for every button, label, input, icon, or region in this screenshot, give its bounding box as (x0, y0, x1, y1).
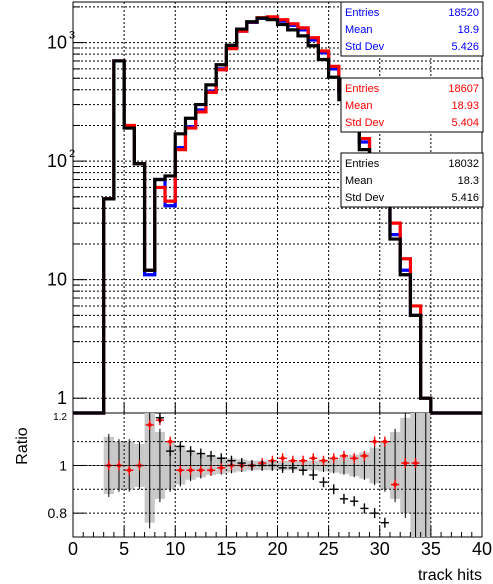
stat-label: Mean (345, 100, 373, 112)
ratio-point-marker (188, 468, 193, 473)
ratio-point-marker (341, 453, 346, 458)
upper-y-tick-label: 10 (47, 151, 67, 171)
lower-x-tick-label: 40 (472, 539, 492, 559)
stat-label: Mean (345, 175, 373, 187)
upper-y-tick-label: 1 (57, 388, 67, 408)
y-axis-title: Ratio (14, 427, 31, 464)
stat-label: Std Dev (345, 117, 385, 129)
ratio-point-marker (127, 468, 132, 473)
lower-x-tick-label: 5 (119, 539, 129, 559)
lower-x-tick-label: 35 (421, 539, 441, 559)
ratio-point-marker (362, 453, 367, 458)
lower-y-tick-label: 0.8 (48, 505, 68, 521)
stat-box-2 (340, 152, 484, 208)
ratio-point-marker (290, 458, 295, 463)
upper-y-tick-exponent: 3 (69, 30, 75, 42)
upper-y-tick-label: 10 (47, 33, 67, 53)
ratio-point-marker (393, 482, 398, 487)
stat-value: 18607 (448, 83, 479, 95)
lower-x-tick-label: 30 (370, 539, 390, 559)
lower-x-tick-label: 10 (165, 539, 185, 559)
ratio-point-marker (382, 439, 387, 444)
stat-label: Entries (345, 158, 380, 170)
upper-y-tick-exponent: 2 (69, 148, 75, 160)
lower-y-tick-label: 1.2 (53, 412, 67, 423)
lower-x-tick-label: 20 (267, 539, 287, 559)
stat-label: Std Dev (345, 41, 385, 53)
ratio-point-marker (331, 456, 336, 461)
ratio-point-marker (219, 465, 224, 470)
stat-value: 18.9 (458, 24, 479, 36)
lower-x-tick-label: 0 (68, 539, 78, 559)
stat-label: Mean (345, 24, 373, 36)
ratio-point-marker (168, 439, 173, 444)
ratio-point-marker (280, 456, 285, 461)
stat-value: 18520 (448, 7, 479, 19)
x-axis-title: track hits (418, 567, 482, 584)
lower-y-tick-label: 1 (59, 457, 67, 473)
stat-box-1 (340, 77, 484, 133)
stat-value: 18032 (448, 158, 479, 170)
ratio-point-marker (321, 458, 326, 463)
ratio-point-marker (209, 468, 214, 473)
ratio-point-marker (372, 439, 377, 444)
stat-label: Entries (345, 7, 380, 19)
lower-x-tick-label: 25 (319, 539, 339, 559)
stat-label: Std Dev (345, 192, 385, 204)
ratio-point-marker (311, 456, 316, 461)
stat-value: 5.404 (451, 117, 479, 129)
ratio-point-marker (301, 458, 306, 463)
lower-x-tick-label: 15 (216, 539, 236, 559)
ratio-point-marker (147, 422, 152, 427)
ratio-point-marker (178, 468, 183, 473)
stat-value: 5.426 (451, 41, 479, 53)
stat-value: 5.416 (451, 192, 479, 204)
ratio-point-marker (403, 461, 408, 466)
upper-y-tick-label: 10 (47, 270, 67, 290)
ratio-point-marker (198, 468, 203, 473)
stat-value: 18.3 (458, 175, 479, 187)
stat-value: 18.93 (451, 100, 479, 112)
histogram-line-2 (73, 16, 482, 415)
stat-label: Entries (345, 83, 380, 95)
stat-box-0 (340, 1, 484, 57)
ratio-point-marker (352, 456, 357, 461)
ratio-point-marker (413, 461, 418, 466)
